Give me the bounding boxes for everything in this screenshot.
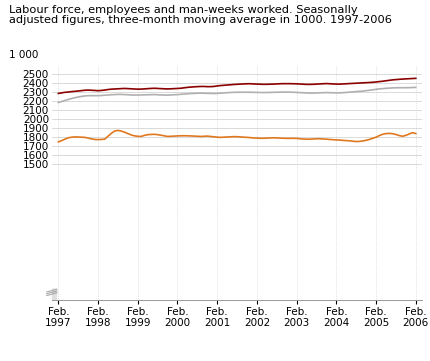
Labour force [412, 76, 418, 81]
Employees [175, 92, 180, 97]
Man-weeks worked [293, 136, 298, 140]
Man-weeks worked [158, 133, 163, 137]
Employees [82, 94, 87, 98]
Employees [290, 90, 295, 94]
Labour force [82, 88, 87, 92]
Man-weeks worked [178, 134, 183, 138]
Man-weeks worked [55, 140, 61, 144]
Labour force [290, 82, 295, 86]
Man-weeks worked [254, 136, 259, 140]
Man-weeks worked [115, 128, 120, 132]
Labour force [55, 91, 61, 96]
Man-weeks worked [412, 131, 418, 136]
Employees [247, 90, 252, 94]
Labour force [175, 86, 180, 91]
Text: 1 000: 1 000 [9, 50, 38, 60]
Labour force [250, 82, 255, 86]
Labour force [155, 86, 160, 91]
Employees [250, 90, 255, 95]
Text: Labour force, employees and man-weeks worked. Seasonally: Labour force, employees and man-weeks wo… [9, 5, 356, 16]
Employees [155, 92, 160, 97]
Line: Employees: Employees [58, 87, 415, 103]
Text: adjusted figures, three-month moving average in 1000. 1997-2006: adjusted figures, three-month moving ave… [9, 15, 390, 25]
Employees [55, 100, 61, 105]
Man-weeks worked [250, 136, 255, 140]
Line: Labour force: Labour force [58, 78, 415, 93]
Man-weeks worked [82, 135, 87, 139]
Line: Man-weeks worked: Man-weeks worked [58, 130, 415, 142]
Labour force [247, 82, 252, 86]
Employees [412, 85, 418, 90]
